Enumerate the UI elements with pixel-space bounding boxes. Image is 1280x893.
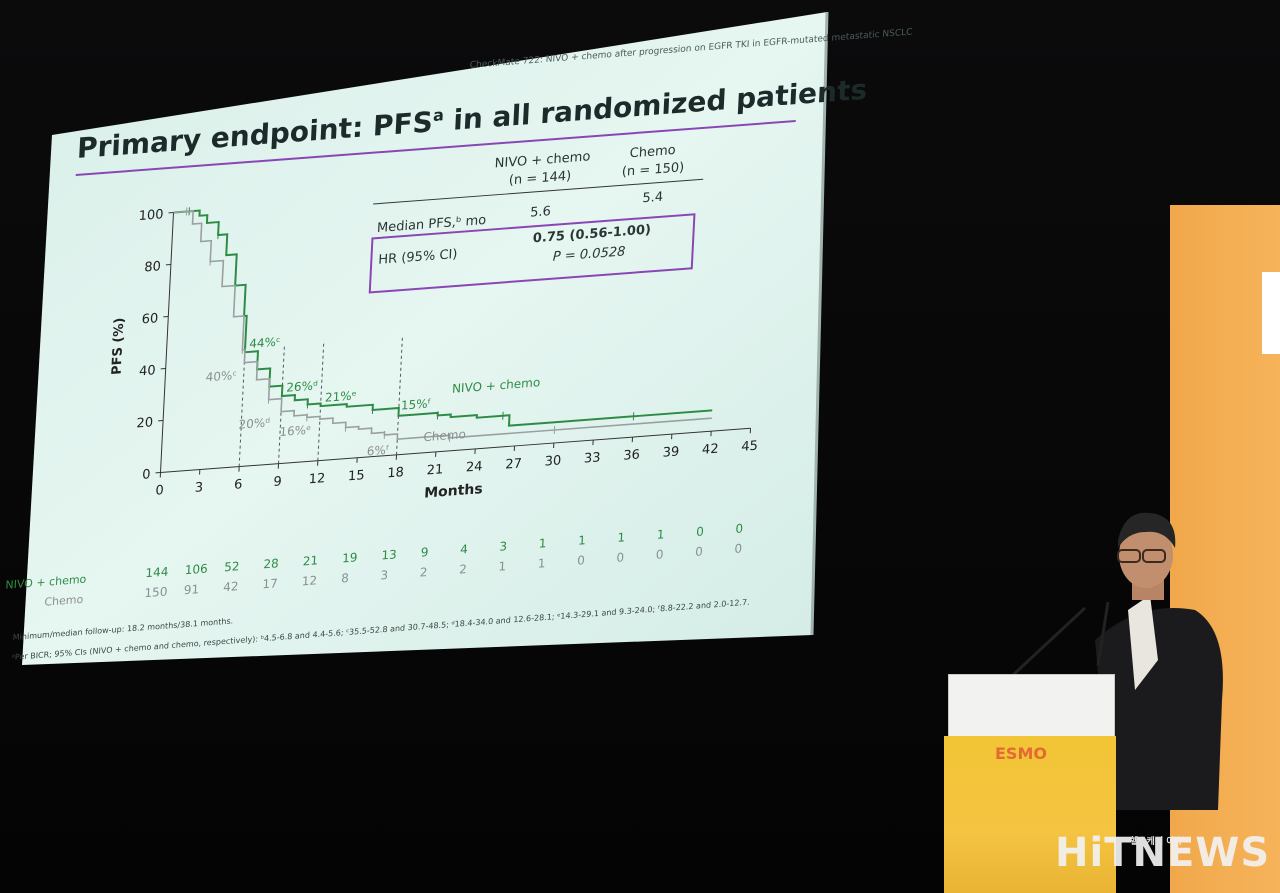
- y-tick-label: 20: [136, 415, 153, 431]
- watermark-logo: HiTNEWS 헬스케어 이슈: [1055, 830, 1270, 876]
- x-tick-label: 30: [544, 453, 561, 469]
- y-axis: [160, 212, 174, 473]
- projection-screen: CheckMate 722: NIVO + chemo after progre…: [5, 10, 913, 670]
- podium-front: [944, 736, 1116, 893]
- y-tick-label: 100: [138, 207, 164, 224]
- x-tick-label: 15: [348, 468, 365, 484]
- x-tick-label: 12: [308, 471, 325, 487]
- landmark-line: [278, 346, 285, 464]
- watermark-subtext: 헬스케어 이슈: [1130, 837, 1183, 847]
- x-tick-label: 21: [426, 462, 443, 478]
- annot-nivo-12: 21%ᵉ: [325, 388, 357, 404]
- km-curve-nivo: [173, 209, 713, 427]
- x-tick-label: 39: [662, 445, 679, 461]
- annot-chemo-12: 16%ᵉ: [279, 423, 311, 439]
- x-tick-label: 6: [234, 477, 243, 493]
- podium-top: [948, 674, 1115, 738]
- screen-surface: [22, 11, 829, 665]
- x-axis: [160, 427, 751, 473]
- x-tick-label: 33: [584, 450, 601, 466]
- x-tick-label: 9: [273, 474, 282, 490]
- y-tick-label: 80: [144, 259, 161, 275]
- watermark-text: HiTNEWS: [1055, 830, 1271, 876]
- annot-nivo-9: 26%ᵈ: [286, 378, 318, 394]
- series-label-chemo: Chemo: [423, 427, 466, 444]
- landmark-line: [238, 349, 246, 467]
- annot-nivo-6: 44%ᶜ: [249, 335, 281, 351]
- slide-content: CheckMate 722: NIVO + chemo after progre…: [5, 0, 913, 662]
- y-tick-label: 40: [139, 363, 156, 379]
- x-tick-label: 3: [194, 480, 203, 496]
- backdrop-sign: [1262, 272, 1280, 354]
- podium-logo: ESMO: [995, 744, 1047, 763]
- y-tick-label: 60: [141, 311, 158, 327]
- x-tick-label: 42: [702, 442, 719, 458]
- landmark-line: [317, 343, 325, 461]
- series-label-nivo: NIVO + chemo: [452, 375, 541, 396]
- x-axis-label: Months: [424, 481, 483, 501]
- x-tick-label: 36: [623, 448, 640, 464]
- km-curve-chemo: [173, 210, 712, 441]
- y-tick-label: 0: [142, 467, 151, 483]
- annot-chemo-6: 40%ᶜ: [205, 368, 237, 384]
- x-tick-label: 27: [505, 456, 522, 472]
- annot-chemo-9: 20%ᵈ: [238, 415, 270, 431]
- annot-nivo-18: 15%ᶠ: [401, 396, 432, 412]
- x-tick-label: 18: [387, 465, 404, 481]
- x-tick-label: 45: [741, 439, 758, 455]
- annot-chemo-18: 6%ᶠ: [366, 443, 389, 459]
- x-tick-label: 0: [155, 483, 164, 499]
- x-tick-label: 24: [466, 459, 483, 475]
- y-axis-label: PFS (%): [110, 317, 128, 375]
